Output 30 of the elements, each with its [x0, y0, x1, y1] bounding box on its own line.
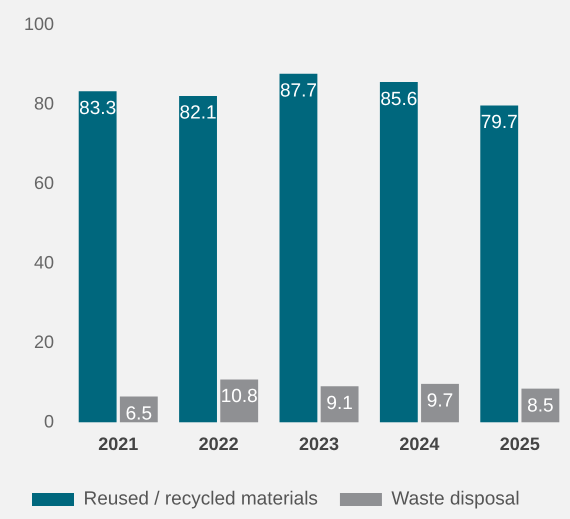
y-tick-label: 0 [44, 411, 54, 432]
y-tick-label: 60 [34, 172, 54, 193]
data-label: 79.7 [480, 112, 518, 134]
x-tick-label: 2023 [298, 434, 340, 454]
y-tick-label: 20 [34, 332, 54, 352]
y-tick-label: 80 [34, 93, 54, 114]
bar [280, 74, 318, 422]
y-tick-label: 100 [24, 14, 54, 34]
x-tick-label: 2022 [198, 434, 239, 454]
bar [320, 386, 359, 422]
data-label: 85.6 [380, 88, 418, 110]
bar [78, 91, 117, 422]
data-label: 8.5 [527, 395, 554, 416]
legend-label: Waste disposal [391, 488, 520, 510]
data-label: 10.8 [220, 386, 258, 408]
data-label: 82.1 [180, 102, 217, 124]
x-tick-label: 2024 [399, 434, 440, 454]
y-tick-label: 40 [34, 252, 54, 272]
x-tick-label: 2021 [98, 434, 138, 454]
bar [380, 82, 418, 422]
data-label: 9.7 [426, 390, 454, 412]
data-label: 9.1 [326, 392, 353, 414]
bar [179, 96, 217, 422]
legend-label: Reused / recycled materials [84, 488, 318, 510]
data-label: 87.7 [280, 80, 317, 102]
bar [421, 384, 459, 422]
bar [480, 106, 518, 422]
data-label: 83.3 [79, 98, 116, 119]
data-label: 6.5 [126, 403, 152, 424]
x-tick-label: 2025 [500, 434, 540, 454]
